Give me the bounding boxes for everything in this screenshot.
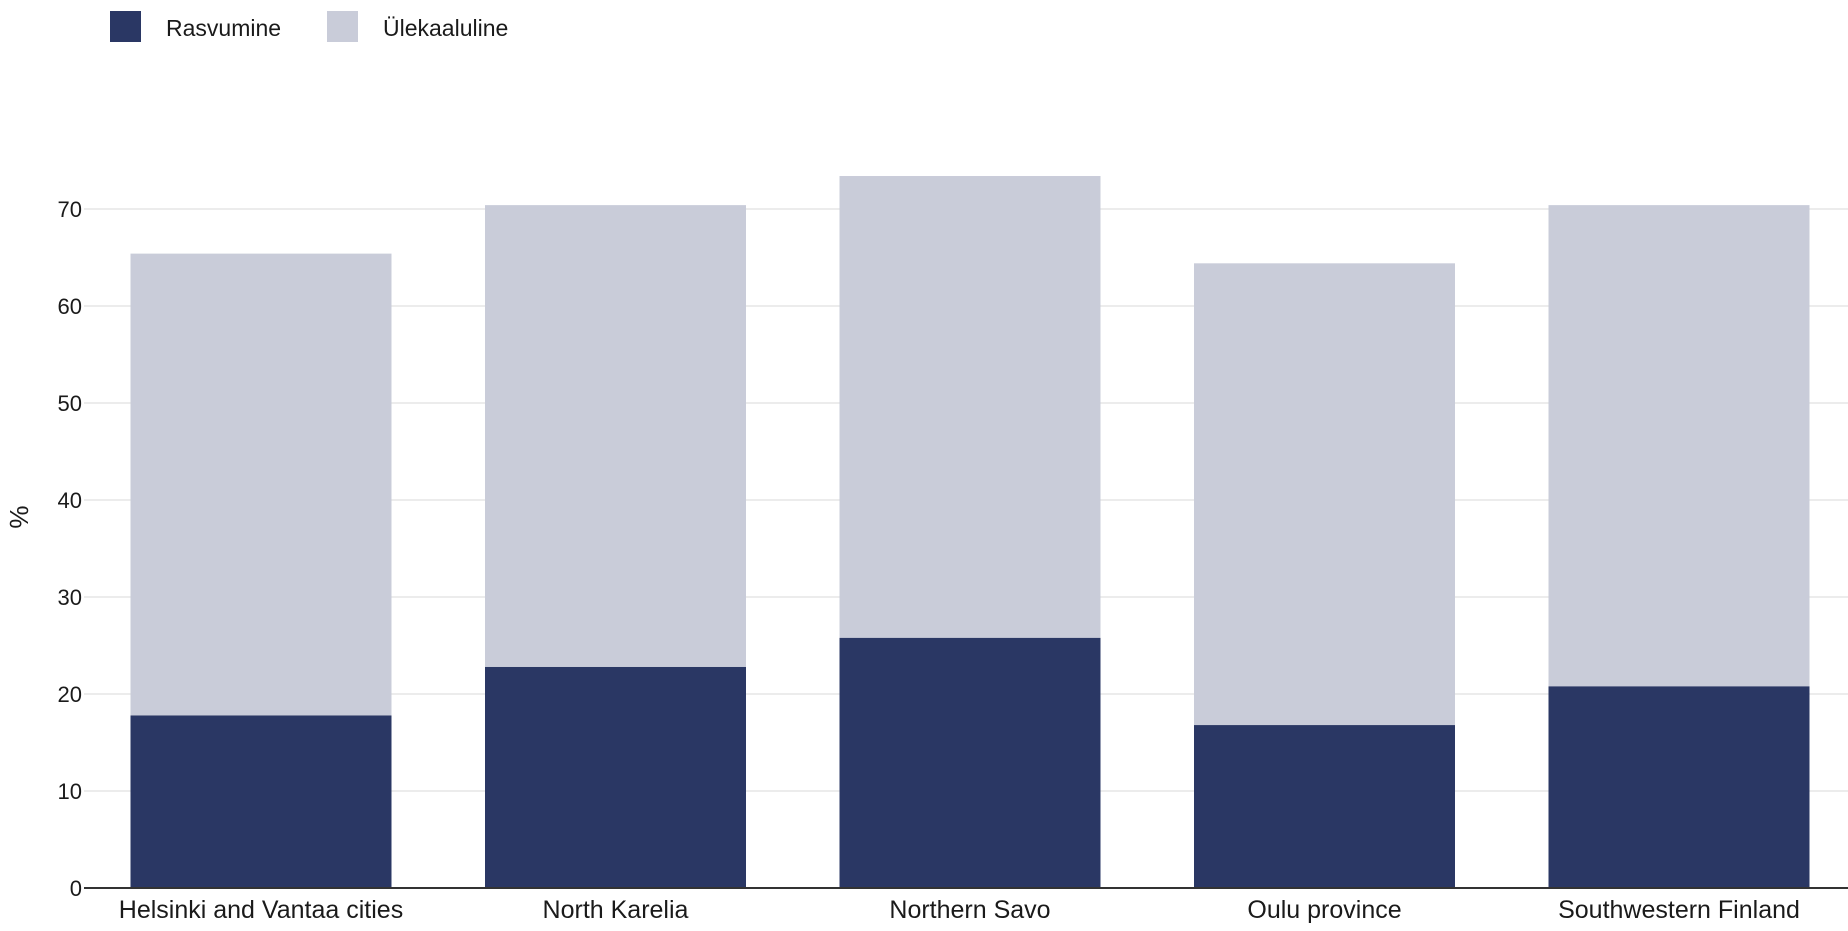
bar-ulekaaluline-helsinki-and-vantaa-cities (130, 253, 392, 716)
y-tick-label-60: 60 (58, 294, 82, 319)
x-tick-label-northern-savo: Northern Savo (889, 896, 1050, 924)
bar-rasvumine-northern-savo (839, 637, 1101, 888)
legend-label-ulekaaluline: Ülekaaluline (383, 15, 508, 41)
bar-ulekaaluline-north-karelia (485, 205, 746, 667)
bar-ulekaaluline-northern-savo (839, 176, 1101, 638)
legend-swatch-ulekaaluline (327, 11, 358, 42)
legend-swatch-rasvumine (110, 11, 141, 42)
x-tick-label-southwestern-finland: Southwestern Finland (1558, 896, 1800, 924)
y-tick-label-10: 10 (58, 779, 82, 804)
y-axis-ticks: 0 10 20 30 40 50 60 70 (58, 197, 82, 901)
y-tick-label-40: 40 (58, 488, 82, 513)
bar-rasvumine-helsinki-and-vantaa-cities (130, 715, 392, 888)
legend: Rasvumine Ülekaaluline (110, 11, 508, 42)
legend-label-rasvumine: Rasvumine (166, 15, 281, 41)
x-tick-label-north-karelia: North Karelia (543, 896, 689, 924)
y-tick-label-50: 50 (58, 391, 82, 416)
bar-rasvumine-southwestern-finland (1548, 686, 1810, 888)
y-tick-label-0: 0 (70, 876, 82, 901)
x-tick-label-oulu-province: Oulu province (1247, 896, 1401, 924)
bar-ulekaaluline-oulu-province (1194, 263, 1455, 726)
bar-ulekaaluline-southwestern-finland (1548, 205, 1810, 687)
y-tick-label-70: 70 (58, 197, 82, 222)
y-axis-title: % (4, 505, 34, 528)
y-tick-label-20: 20 (58, 682, 82, 707)
x-tick-label-helsinki-and-vantaa-cities: Helsinki and Vantaa cities (119, 896, 403, 924)
bar-rasvumine-north-karelia (485, 666, 746, 888)
x-axis-labels: Helsinki and Vantaa cities North Karelia N… (119, 896, 1800, 924)
y-tick-label-30: 30 (58, 585, 82, 610)
bar-rasvumine-oulu-province (1194, 725, 1455, 888)
bars (130, 176, 1810, 888)
